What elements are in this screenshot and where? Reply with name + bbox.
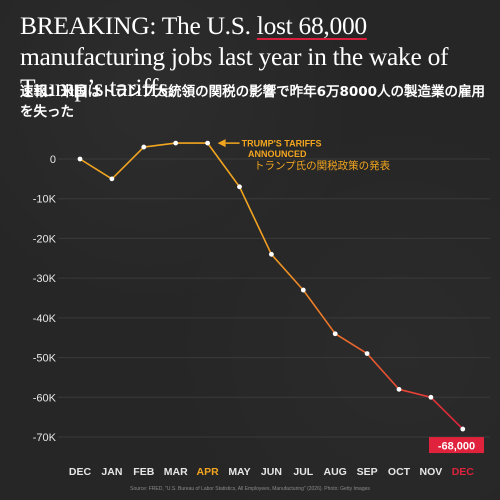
data-point: [205, 140, 211, 146]
data-point: [109, 176, 115, 182]
data-point: [237, 184, 242, 190]
y-tick-label: 0: [50, 154, 56, 166]
data-point: [300, 287, 306, 293]
subheadline: 速報：米国はトランプ大統領の関税の影響で昨年6万8000人の製造業の雇用を失った: [20, 84, 486, 120]
headline-part1: BREAKING: The U.S.: [20, 11, 257, 40]
data-point: [269, 251, 274, 257]
annotation-arrowhead: [217, 139, 226, 148]
series-line: [79, 142, 464, 430]
annotation-line3: トランプ氏の関税政策の発表: [254, 159, 391, 172]
data-point: [364, 351, 370, 356]
annotation-line2: ANNOUNCED: [248, 149, 307, 159]
x-tick-label: NOV: [420, 466, 443, 478]
x-tick-label: MAY: [228, 466, 250, 478]
x-tick-label: JAN: [101, 466, 122, 478]
x-tick-label: DEC: [69, 466, 92, 478]
source-credit: Source: FRED, "U.S. Bureau of Labor Stat…: [130, 486, 370, 492]
x-tick-label: JUL: [293, 466, 313, 478]
headline: BREAKING: The U.S. lost 68,000 manufactu…: [20, 10, 490, 103]
data-point: [141, 144, 147, 150]
headline-part2: manufacturing jobs last year in the wake…: [20, 42, 449, 102]
y-tick-label: -70K: [33, 432, 57, 444]
x-tick-label: AUG: [324, 466, 347, 478]
data-point: [396, 386, 402, 392]
data-point: [173, 140, 179, 146]
y-tick-label: -10K: [33, 194, 57, 206]
x-tick-label: MAR: [164, 466, 188, 478]
y-tick-label: -50K: [33, 353, 57, 365]
x-tick-label: FEB: [133, 466, 154, 478]
data-point: [332, 331, 338, 337]
y-tick-label: -30K: [33, 273, 57, 285]
y-tick-label: -40K: [33, 313, 57, 325]
end-value-badge: [429, 437, 484, 454]
data-point: [428, 394, 434, 400]
x-tick-label: APR: [197, 466, 220, 478]
data-point: [77, 156, 83, 162]
y-tick-label: -20K: [33, 233, 57, 245]
x-tick-label: JUN: [261, 466, 282, 478]
data-point: [460, 426, 466, 432]
end-value-label: -68,000: [438, 441, 475, 453]
y-tick-label: -60K: [33, 392, 57, 404]
x-tick-label: SEP: [357, 466, 378, 478]
x-tick-label: DEC: [452, 466, 475, 478]
x-tick-label: OCT: [388, 466, 411, 478]
annotation-line1: TRUMP'S TARIFFS: [242, 139, 322, 149]
headline-highlight: lost 68,000: [256, 11, 367, 40]
